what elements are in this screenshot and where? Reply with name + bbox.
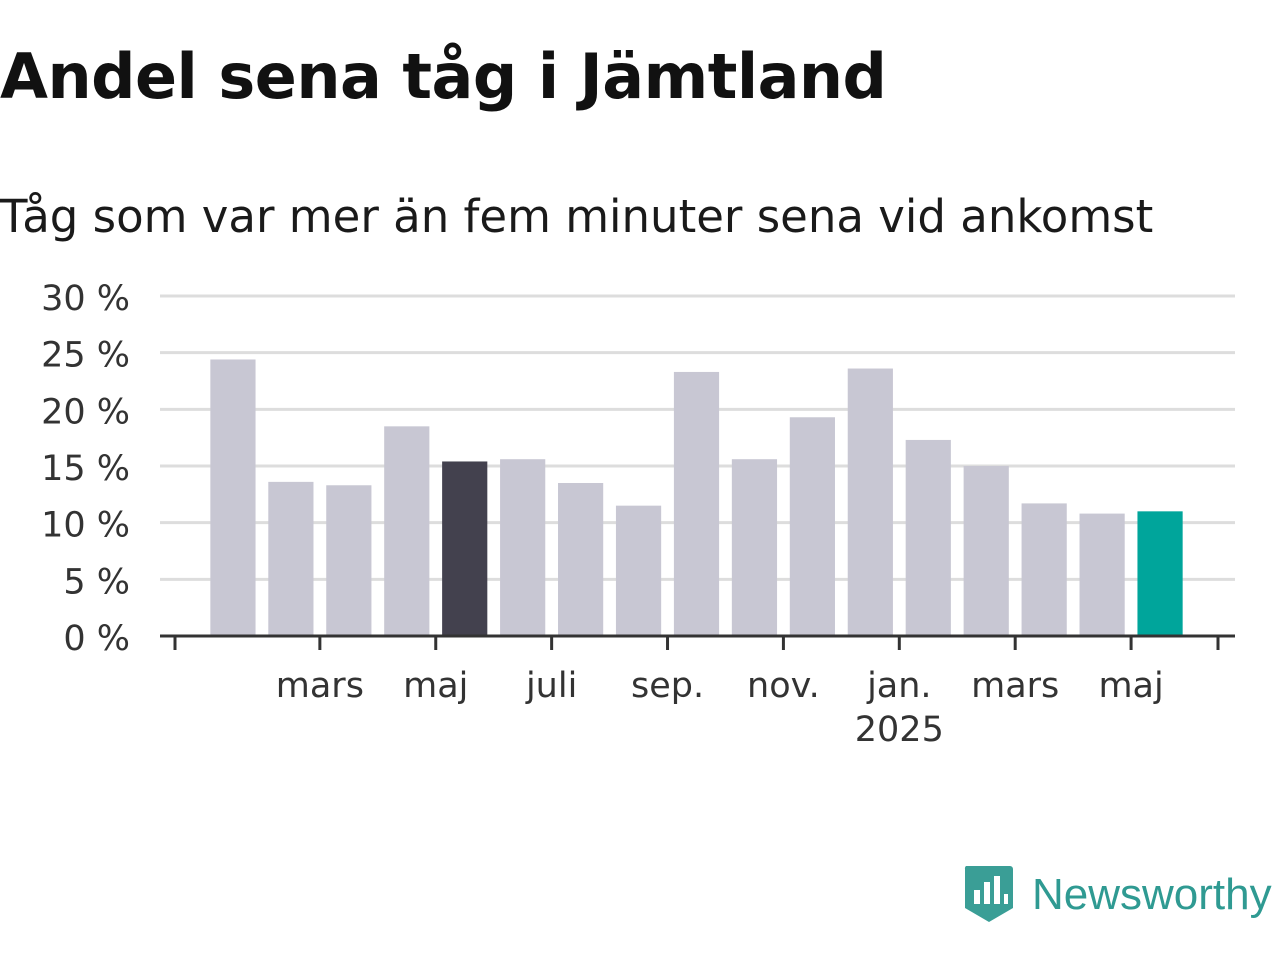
y-tick-label: 15 % [41, 449, 130, 489]
x-tick-label: nov. [747, 666, 820, 706]
bar [673, 371, 720, 636]
y-tick-label: 0 % [63, 619, 130, 659]
bar [558, 483, 604, 636]
bar [384, 426, 430, 636]
bar [500, 459, 546, 636]
y-axis-labels: 0 % 5 % 10 % 15 % 20 % 25 % 30 % [41, 279, 130, 659]
chart-subtitle: Tåg som var mer än fem minuter sena vid … [0, 190, 1154, 243]
newsworthy-logo-icon [964, 866, 1013, 922]
bar [268, 481, 314, 636]
bars [210, 359, 1183, 636]
bar [1137, 511, 1183, 636]
newsworthy-brand: Newsworthy [962, 862, 1272, 928]
bar [210, 359, 256, 636]
y-tick-label: 25 % [41, 336, 130, 376]
bar [442, 461, 488, 636]
bar [847, 368, 893, 636]
bar [963, 466, 1009, 636]
y-tick-label: 10 % [41, 506, 130, 546]
bar [905, 439, 951, 636]
x-tick-label: mars [276, 666, 364, 706]
y-tick-label: 30 % [41, 279, 130, 319]
x-tick-label: maj [1098, 666, 1163, 706]
x-tick-label: sep. [631, 666, 704, 706]
bar [1021, 503, 1067, 636]
bar [1079, 513, 1125, 636]
bar [326, 485, 372, 636]
bar [731, 459, 778, 636]
y-tick-label: 5 % [63, 562, 130, 602]
x-axis [160, 634, 1235, 650]
bar [615, 505, 662, 636]
x-tick-label: juli [525, 666, 577, 706]
bar [789, 417, 835, 636]
brand-name: Newsworthy [1032, 870, 1272, 919]
x-tick-label: mars [971, 666, 1059, 706]
x-tick-label: maj [403, 666, 468, 706]
x-tick-label: jan. [866, 666, 931, 706]
bar-chart: 0 %5 %10 %15 %20 %25 %30 % mars maj juli se… [41, 279, 1235, 750]
chart-title: Andel sena tåg i Jämtland [0, 40, 887, 113]
y-tick-label: 20 % [41, 392, 130, 432]
x-tick-year-label: 2025 [855, 710, 944, 750]
